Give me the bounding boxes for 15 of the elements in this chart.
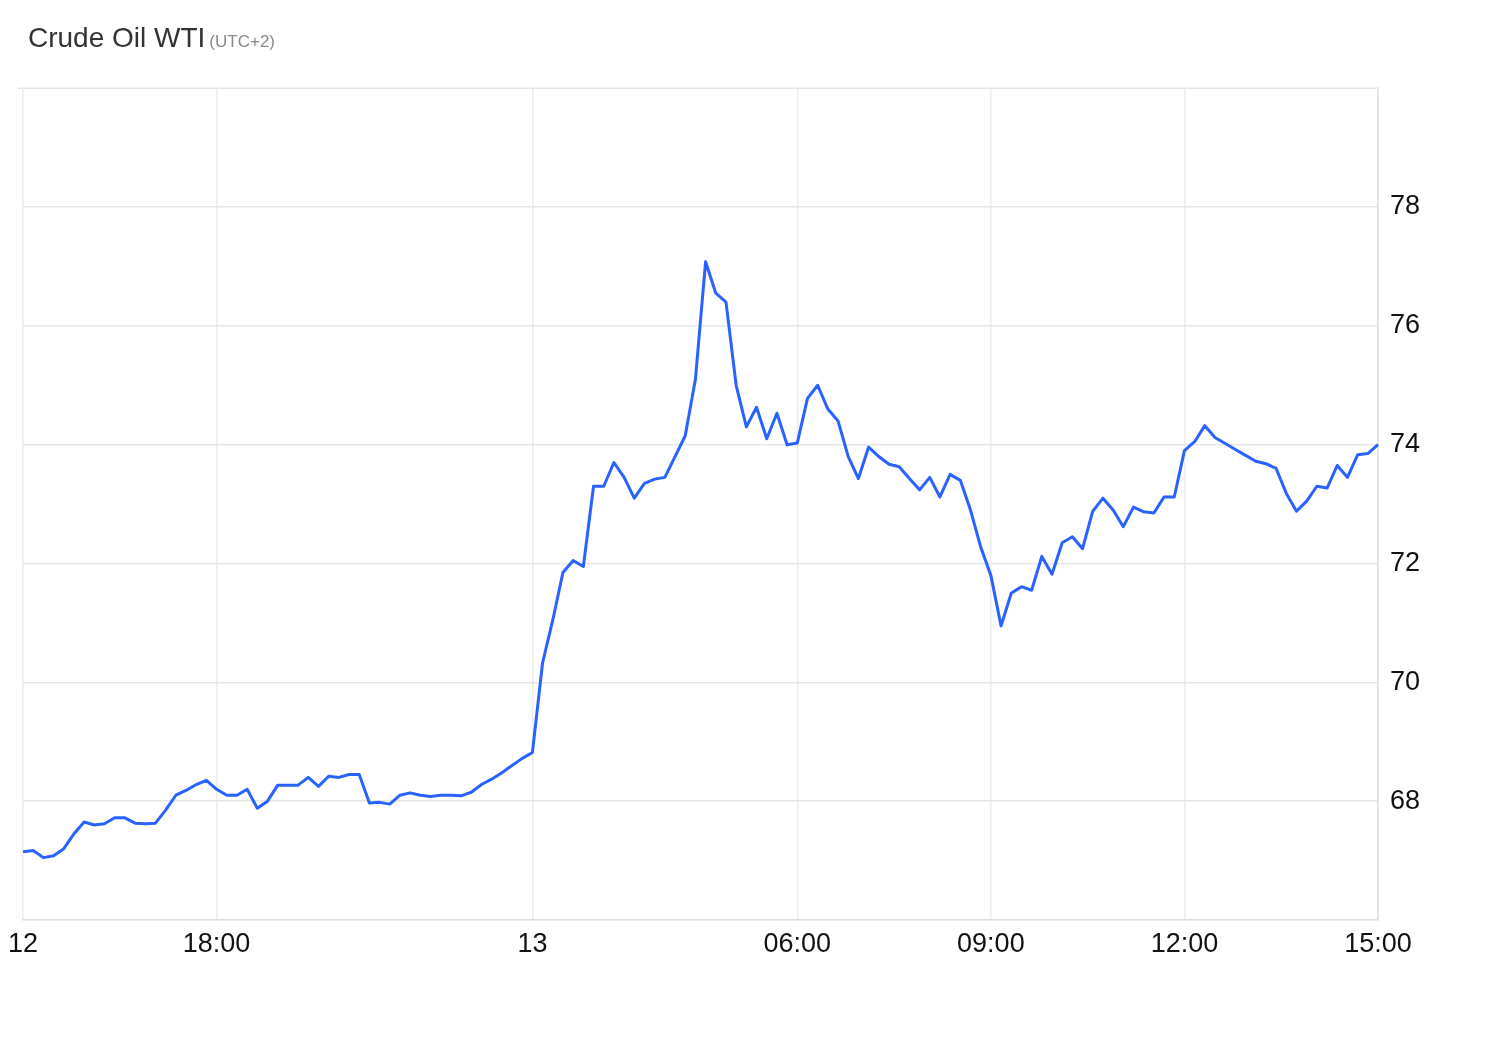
y-tick-label: 72 — [1390, 546, 1421, 577]
chart-title: Crude Oil WTI — [28, 22, 206, 53]
chart-subtitle: (UTC+2) — [209, 32, 276, 51]
x-tick-label: 12:00 — [1150, 927, 1219, 958]
x-tick-label: 13 — [517, 927, 548, 958]
x-tick-label: 06:00 — [763, 927, 832, 958]
y-tick-label: 76 — [1390, 309, 1421, 340]
x-tick-label: 18:00 — [182, 927, 251, 958]
x-tick-label: 12 — [7, 927, 39, 958]
y-tick-label: 68 — [1390, 784, 1421, 815]
y-tick-label: 70 — [1390, 665, 1421, 696]
y-tick-label: 78 — [1390, 190, 1421, 221]
y-tick-label: 74 — [1390, 428, 1421, 459]
x-tick-label: 15:00 — [1344, 927, 1412, 958]
x-tick-label: 09:00 — [957, 927, 1025, 958]
